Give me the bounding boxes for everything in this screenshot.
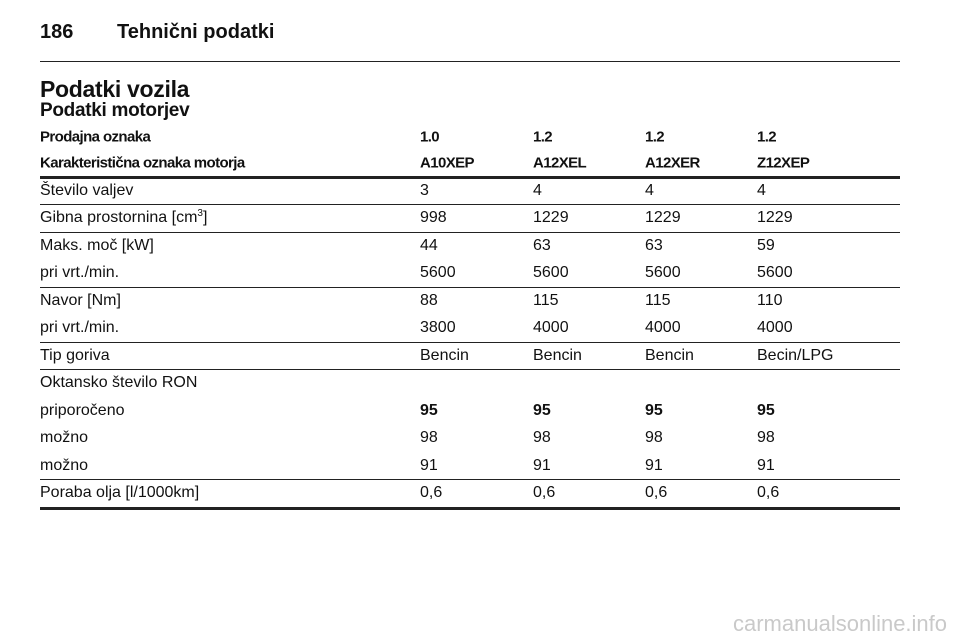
row-value: 4000 — [533, 319, 569, 336]
row-value: 95 — [757, 401, 775, 419]
row-rule — [40, 369, 900, 371]
row-value: 115 — [645, 291, 671, 309]
row-rule — [40, 286, 900, 288]
row-value: 98 — [645, 429, 663, 446]
header-label: Karakteristična oznaka motorja — [40, 154, 245, 172]
row-value: 110 — [757, 291, 783, 309]
row-label: možno — [40, 456, 89, 474]
header-value: 1.2 — [645, 128, 665, 146]
header-value: A10XEP — [420, 154, 475, 172]
row-label: Tip goriva — [40, 346, 110, 364]
row-value: 0,6 — [533, 484, 556, 501]
row-value: 63 — [645, 236, 663, 254]
row-value: 0,6 — [645, 484, 668, 501]
header-rule — [40, 61, 900, 62]
row-rule — [40, 479, 900, 481]
header-value: Z12XEP — [757, 154, 810, 172]
row-value: 4 — [533, 181, 542, 199]
row-value: 1229 — [533, 209, 569, 226]
row-label: Navor [Nm] — [40, 291, 121, 309]
row-rule — [40, 341, 900, 343]
row-value: 3 — [420, 181, 429, 199]
row-label: Število valjev — [40, 181, 134, 199]
row-value: 95 — [645, 401, 663, 419]
label-sup: 3 — [197, 208, 203, 219]
row-value: Bencin — [645, 346, 694, 364]
row-value: 91 — [757, 456, 775, 474]
header-value: 1.0 — [420, 128, 440, 146]
row-value: 0,6 — [757, 484, 780, 501]
header-value: 1.2 — [533, 128, 553, 146]
row-value: 95 — [420, 401, 438, 419]
row-value: 4000 — [645, 319, 681, 336]
row-value: Bencin — [420, 346, 469, 364]
row-label: pri vrt./min. — [40, 264, 120, 281]
row-label: Poraba olja [l/1000km] — [40, 484, 200, 501]
row-rule — [40, 231, 900, 233]
header-value: A12XER — [645, 154, 700, 172]
row-value: 4 — [757, 181, 766, 199]
section-title: Tehnični podatki — [117, 21, 275, 43]
watermark: carmanualsonline.info — [733, 611, 948, 636]
row-value: 91 — [645, 456, 663, 474]
row-value: 0,6 — [420, 484, 443, 501]
subtitle: Podatki motorjev — [40, 100, 190, 121]
header-label: Prodajna oznaka — [40, 128, 151, 146]
row-value: 63 — [533, 236, 551, 254]
row-value: 4 — [645, 181, 654, 199]
row-value: 95 — [533, 401, 551, 419]
thick-rule — [40, 176, 900, 179]
row-value: 1229 — [757, 209, 793, 226]
thick-rule — [40, 506, 900, 510]
row-value: 5600 — [757, 264, 793, 281]
row-value: 5600 — [645, 264, 681, 281]
row-value: 98 — [420, 429, 438, 446]
row-label: pri vrt./min. — [40, 319, 120, 336]
row-value: 998 — [420, 209, 447, 226]
row-value: Bencin — [533, 346, 582, 364]
label-after: ] — [202, 209, 208, 226]
page-number: 186 — [40, 21, 74, 43]
row-rule — [40, 204, 900, 206]
row-value: 44 — [420, 236, 438, 254]
row-value: 98 — [533, 429, 551, 446]
row-value: Becin/LPG — [757, 346, 834, 364]
row-label: Gibna prostornina [cm3] — [40, 208, 208, 226]
row-value: 4000 — [757, 319, 793, 336]
label-text: Gibna prostornina [cm — [40, 209, 198, 226]
row-label: priporočeno — [40, 401, 125, 419]
row-value: 91 — [420, 456, 438, 474]
title: Podatki vozila — [40, 76, 190, 102]
row-value: 5600 — [420, 264, 456, 281]
row-value: 5600 — [533, 264, 569, 281]
row-value: 91 — [533, 456, 551, 474]
row-value: 98 — [757, 429, 775, 446]
row-value: 88 — [420, 291, 438, 309]
row-value: 59 — [757, 236, 775, 254]
row-value: 3800 — [420, 319, 456, 336]
header-value: A12XEL — [533, 154, 587, 172]
header-value: 1.2 — [757, 128, 777, 146]
row-value: 1229 — [645, 209, 681, 226]
row-label: Maks. moč [kW] — [40, 236, 154, 254]
row-value: 115 — [533, 291, 559, 309]
row-label: možno — [40, 429, 89, 446]
row-label: Oktansko število RON — [40, 374, 198, 391]
